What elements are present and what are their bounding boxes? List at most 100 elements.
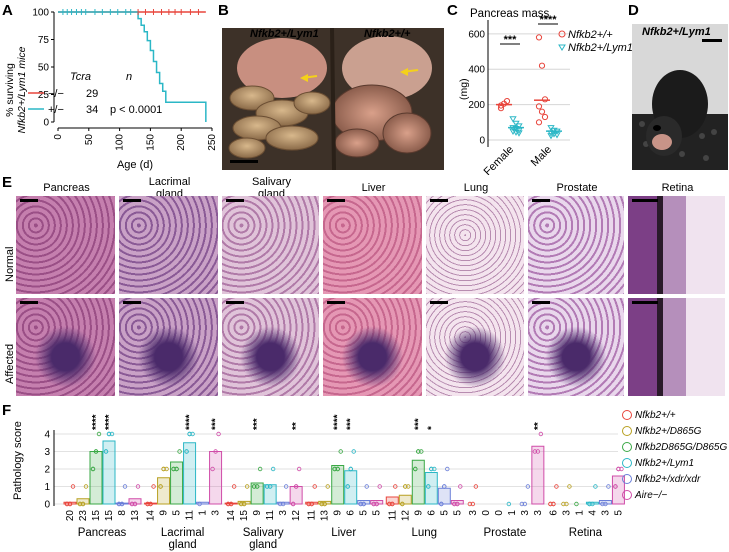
pathology-bar xyxy=(144,502,158,505)
scale-bar xyxy=(226,199,244,202)
pathology-point xyxy=(393,484,398,489)
pathology-point xyxy=(445,466,450,472)
mass-point xyxy=(535,103,543,110)
pathology-point xyxy=(293,484,299,489)
pathology-bar xyxy=(157,477,171,505)
pathology-point xyxy=(216,431,221,437)
pathology-n-label: 11 xyxy=(265,510,276,521)
legend-marker-icon xyxy=(622,490,632,501)
pathology-n-label: 20 xyxy=(65,510,76,522)
legend-label: Nfkb2+/+ xyxy=(635,410,676,421)
pathology-point xyxy=(554,484,559,489)
pathology-point xyxy=(351,449,356,454)
survival-ytick-label: 25 xyxy=(38,90,50,101)
pathology-point xyxy=(96,431,102,437)
mass-legend-marker xyxy=(558,44,566,51)
pathology-n-label: 5 xyxy=(452,510,463,516)
survival-pvalue: p < 0.0001 xyxy=(110,104,162,116)
histology-tile xyxy=(628,196,725,294)
pathology-n-label: 14 xyxy=(226,510,237,522)
pathology-sig-stars: **** xyxy=(333,414,344,430)
pathology-point xyxy=(345,484,350,489)
pathology-point xyxy=(561,501,566,507)
pathology-n-label: 8 xyxy=(117,510,128,516)
pathology-point xyxy=(109,431,115,437)
pathology-point xyxy=(280,501,286,507)
pathology-legend-item: Nfkb2+/+ xyxy=(622,410,676,421)
pathology-point xyxy=(358,501,363,507)
pathology-bar xyxy=(128,498,142,505)
pathology-legend-item: Aire−/− xyxy=(622,490,667,501)
pathology-ytick-label: 2 xyxy=(44,465,50,476)
scale-bar xyxy=(327,301,345,304)
pathology-sig-stars: *** xyxy=(346,418,357,430)
pathology-point xyxy=(77,501,83,507)
pathology-point xyxy=(616,466,621,472)
mouse-photo: Nfkb2+/Lym1 xyxy=(632,24,728,170)
mass-ytick-label: 600 xyxy=(468,29,485,40)
pathology-point xyxy=(270,466,276,472)
pathology-point xyxy=(335,466,340,472)
pathology-n-label: 3 xyxy=(520,510,531,516)
mass-ytick-label: 0 xyxy=(479,136,485,147)
pathology-bar xyxy=(224,502,238,505)
pathology-bar xyxy=(437,487,451,505)
mass-category-label: Female xyxy=(482,144,516,175)
scale-bar xyxy=(632,301,658,304)
scale-bar xyxy=(20,301,38,304)
pathology-point xyxy=(238,501,244,507)
histology-tile xyxy=(16,298,115,396)
mass-point xyxy=(509,116,517,123)
pathology-point xyxy=(532,449,538,454)
histology-tile xyxy=(628,298,725,396)
pathology-point xyxy=(241,501,247,507)
pathology-point xyxy=(296,466,302,472)
mass-point xyxy=(503,97,511,105)
pathology-point xyxy=(467,501,473,507)
pathology-n-label: 11 xyxy=(185,510,196,521)
mass-point xyxy=(515,130,523,137)
pathology-bar xyxy=(318,500,332,505)
pathology-bar xyxy=(331,465,345,505)
pathology-point xyxy=(135,484,141,489)
pathology-n-label: 3 xyxy=(211,510,222,516)
pathology-point xyxy=(522,501,528,507)
legend-marker-icon xyxy=(622,410,632,421)
pathology-point xyxy=(290,501,296,507)
legend-gene-header: Tcra xyxy=(70,71,91,83)
pathology-n-label: 1 xyxy=(507,510,518,516)
pathology-category-label: Lacrimal xyxy=(161,527,204,539)
pathology-point xyxy=(606,484,611,489)
pathology-ytick-label: 0 xyxy=(44,500,50,511)
pathology-bar xyxy=(89,451,103,505)
tissue-title: Lung xyxy=(463,182,489,194)
scale-bar xyxy=(123,199,141,202)
scale-bar xyxy=(327,199,345,202)
pathology-point xyxy=(312,484,317,489)
histology-tile xyxy=(528,196,624,294)
pathology-category-label: Prostate xyxy=(483,527,526,539)
survival-curve xyxy=(58,11,207,122)
mass-point xyxy=(547,133,555,140)
pathology-point xyxy=(338,449,343,454)
pathology-n-label: 0 xyxy=(494,510,505,516)
pathology-point xyxy=(322,501,327,507)
pathology-n-label: 11 xyxy=(307,510,318,521)
mass-point xyxy=(497,105,505,112)
legend-n-header: n xyxy=(126,71,132,83)
pathology-n-label: 5 xyxy=(359,510,370,516)
pathology-point xyxy=(177,449,182,454)
pathology-point xyxy=(613,484,618,489)
pathology-category-label: gland xyxy=(169,539,197,551)
mass-legend-marker xyxy=(558,30,566,38)
pathology-point xyxy=(452,501,457,507)
pathology-point xyxy=(619,466,624,472)
pathology-legend-item: Nfkb2D865G/D865G xyxy=(622,442,727,453)
scale-bar xyxy=(20,199,38,202)
pathology-point xyxy=(93,449,99,454)
row-label-normal: Normal xyxy=(4,246,16,282)
pathology-point xyxy=(158,484,163,489)
pathology-point xyxy=(551,501,556,507)
legend-marker-icon xyxy=(622,426,632,437)
